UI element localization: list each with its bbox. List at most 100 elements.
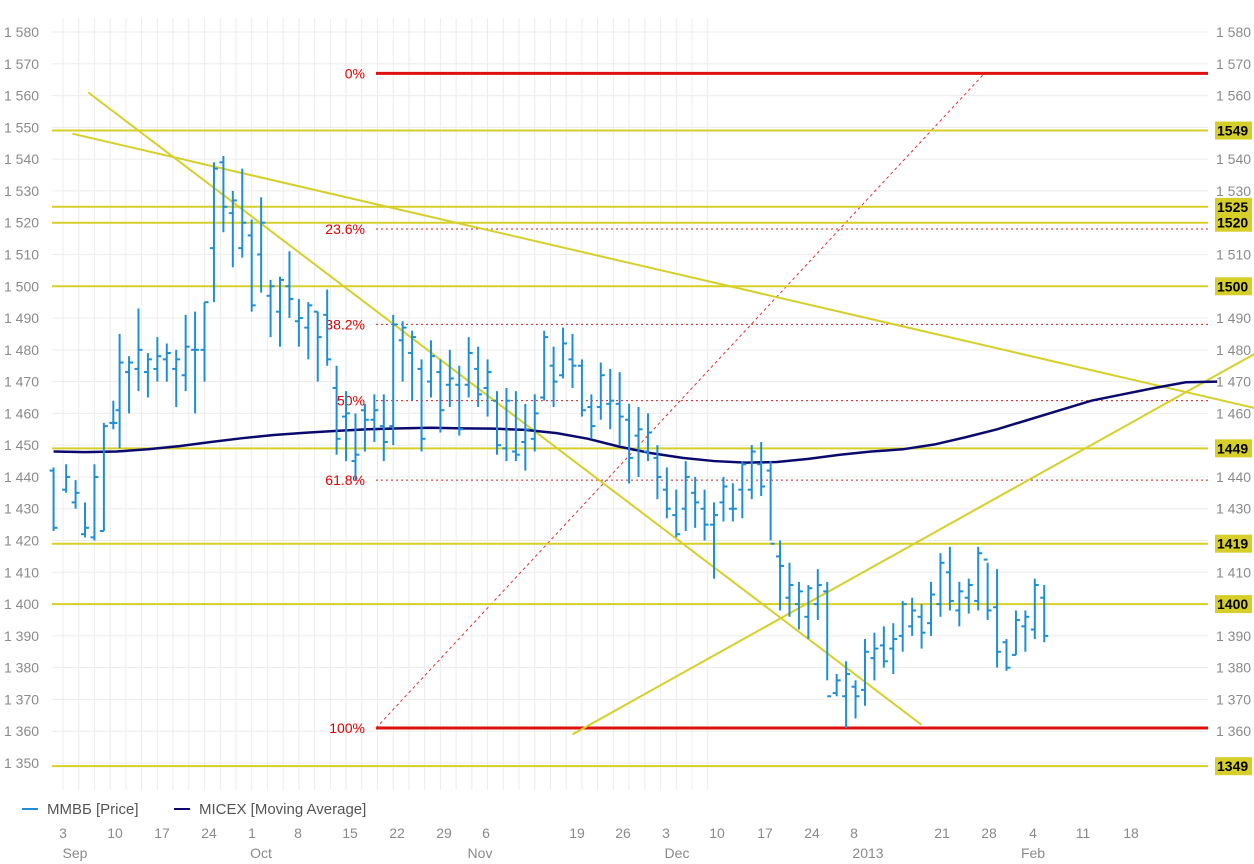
price-bar [304,302,313,360]
price-bar [200,301,209,382]
x-day-label: 24 [201,825,217,841]
y-tick-label-left: 1 490 [4,310,39,326]
price-bar [559,327,568,379]
y-tick-label-left: 1 360 [4,723,39,739]
y-tick-label-left: 1 540 [4,151,39,167]
price-bar [266,279,275,338]
fib-label: 100% [329,720,365,736]
y-tick-label-left: 1 480 [4,342,39,358]
price-bar [90,464,99,541]
y-tick-label-left: 1 430 [4,501,39,517]
price-bar [889,623,898,675]
price-bar [813,569,822,620]
x-month-label: Dec [665,845,690,861]
x-day-label: 21 [934,825,950,841]
price-bar [794,581,803,630]
y-tick-label-left: 1 560 [4,88,39,104]
level-badge [1215,213,1252,232]
price-bar [898,600,907,652]
price-bar [464,337,473,398]
level-badge [1215,121,1252,140]
x-day-label: 4 [1029,825,1037,841]
y-axis-labels-left: 1 350 1 360 1 370 1 380 1 390 1 400 1 410 1 420… [4,24,39,771]
price-bar [313,310,322,382]
price-bar [587,394,596,439]
y-tick-label-left: 1 580 [4,24,39,40]
price-bar [228,190,237,268]
x-axis: 3 10 17 24 1 8 15 22 29 6 19 26 3 10 17 24 8 21 28 4 11 18Sep… [59,825,1139,861]
price-bar [209,162,218,303]
price-bar [747,445,756,500]
price-bar [936,553,945,617]
price-bar [1030,578,1039,640]
price-bar [927,581,936,636]
price-bar [804,585,813,640]
trendline [572,353,1254,736]
y-tick-label-right: 1 530 [1216,183,1251,199]
price-bar [502,387,511,462]
y-tick-label-right: 1 540 [1216,151,1251,167]
price-bar [398,321,407,382]
price-bar [710,502,719,579]
price-bar [238,168,247,258]
price-bar [766,461,775,545]
fib-label: 0% [345,65,365,81]
price-bar [276,276,285,347]
y-tick-label-left: 1 460 [4,405,39,421]
fib-label: 38.2% [325,316,365,332]
price-bar [342,391,351,462]
level-badge [1215,277,1252,296]
price-bar [426,340,435,398]
level-badge [1215,595,1252,614]
price-bar [162,343,171,382]
price-bar [99,422,108,532]
price-bar [983,558,992,620]
price-bar [134,308,143,392]
x-day-label: 10 [107,825,123,841]
level-label: 1400 [1217,596,1248,612]
price-bar [360,403,369,452]
x-day-label: 1 [248,825,256,841]
price-bar [785,562,794,617]
price-bar [870,632,879,681]
price-bar [379,394,388,462]
y-tick-label-left: 1 370 [4,691,39,707]
moving-average [53,380,1218,464]
x-month-label: Nov [468,845,493,861]
y-tick-label-left: 1 550 [4,119,39,135]
price-bar [181,314,190,392]
y-tick-label-right: 1 380 [1216,660,1251,676]
price-bar [71,480,80,509]
y-tick-label-right: 1 390 [1216,628,1251,644]
price-bar [964,578,973,614]
price-bar [115,333,124,449]
price-bar [247,219,256,312]
level-badge [1215,534,1252,553]
price-bar [49,467,58,531]
price-bar [474,346,483,408]
price-bar [643,413,652,462]
fibonacci-levels: 0% 23.6% 38.2% 50% 61.8% 100% [325,65,1208,736]
fib-label: 50% [337,393,365,409]
x-day-label: 17 [757,825,773,841]
price-bar [681,461,690,531]
price-bar [860,639,869,706]
price-bar [455,365,464,436]
y-tick-label-left: 1 440 [4,469,39,485]
x-day-label: 6 [482,825,490,841]
price-bar [219,155,228,233]
y-tick-label-right: 1 460 [1216,405,1251,421]
y-tick-label-left: 1 390 [4,628,39,644]
price-bar [672,489,681,538]
price-bar [1011,610,1020,656]
price-bar [945,546,954,611]
price-bar [917,604,926,649]
y-tick-label-left: 1 410 [4,564,39,580]
y-tick-label-left: 1 530 [4,183,39,199]
price-bar [625,403,634,484]
x-day-label: 3 [662,825,670,841]
price-bar [143,353,152,398]
x-day-label: 10 [709,825,725,841]
price-bar [81,502,90,538]
